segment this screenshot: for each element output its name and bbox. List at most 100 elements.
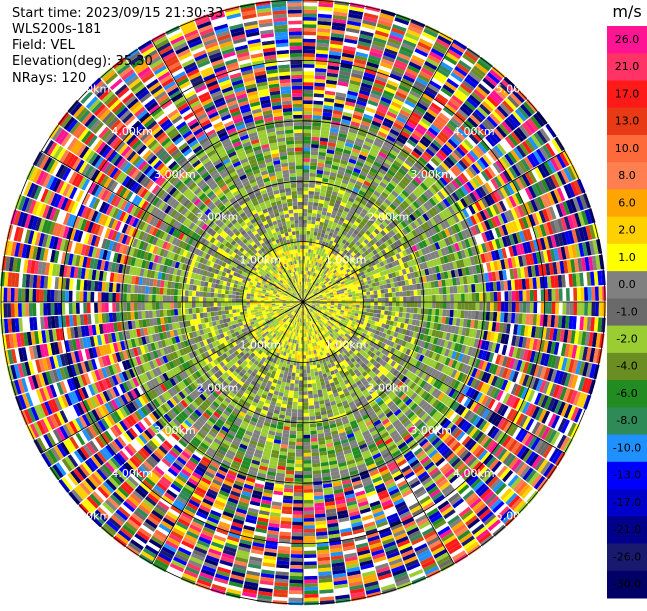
velocity-gate [371,298,375,301]
velocity-gate [304,482,313,486]
velocity-gate [304,529,315,533]
velocity-gate [363,302,367,305]
velocity-gate [384,289,388,293]
velocity-gate [307,256,310,260]
velocity-gate [425,295,429,301]
velocity-gate [312,452,320,456]
velocity-gate [447,294,451,301]
velocity-gate [312,467,320,471]
velocity-gate [312,463,320,467]
velocity-gate [391,287,395,292]
velocity-gate [413,284,417,290]
velocity-gate [389,302,393,306]
velocity-gate [496,281,500,291]
velocity-gate [309,416,315,420]
velocity-gate [348,309,352,312]
velocity-gate [497,292,501,302]
velocity-gate [490,302,494,311]
velocity-gate [305,263,307,267]
velocity-gate [313,202,318,206]
velocity-gate [388,311,392,316]
velocity-gate [303,97,313,101]
velocity-gate [552,289,556,301]
velocity-gate [366,288,370,292]
velocity-gate [465,302,469,310]
velocity-gate [304,558,317,562]
velocity-gate [468,302,472,310]
velocity-gate [416,314,420,320]
velocity-gate [504,291,508,301]
velocity-gate [314,372,318,376]
velocity-gate [442,287,446,294]
velocity-gate [316,177,322,181]
velocity-gate [383,284,387,289]
velocity-gate [303,147,310,151]
velocity-gate [308,205,313,209]
velocity-gate [421,302,425,308]
velocity-gate [570,302,574,315]
velocity-gate [519,302,523,313]
velocity-gate [378,298,382,302]
velocity-gate [559,302,563,315]
velocity-gate [307,369,311,373]
velocity-gate [410,296,414,301]
velocity-gate [307,216,311,220]
velocity-gate [406,307,410,312]
velocity-gate [416,283,420,289]
velocity-gate [303,28,316,32]
velocity-gate [424,308,428,314]
velocity-gate [308,209,313,213]
velocity-gate [409,313,413,319]
velocity-gate [303,194,308,198]
velocity-gate [406,291,410,296]
velocity-gate [374,306,378,310]
velocity-gate [314,495,324,499]
velocity-gate [591,302,595,316]
velocity-gate [307,373,311,377]
velocity-gate [311,137,319,141]
velocity-gate [501,302,505,312]
velocity-gate [303,355,306,359]
velocity-gate [349,299,353,301]
velocity-gate [501,291,505,301]
velocity-gate [428,288,432,294]
velocity-gate [303,46,315,50]
velocity-gate [312,387,317,391]
velocity-gate [303,184,309,188]
velocity-gate [505,302,509,312]
velocity-gate [315,375,319,379]
velocity-gate [341,295,345,297]
velocity-gate [303,231,306,235]
velocity-gate [414,302,418,308]
velocity-gate [381,298,385,302]
velocity-gate [391,311,395,316]
velocity-gate [308,398,313,402]
velocity-gate [471,311,475,319]
velocity-gate [303,118,312,122]
velocity-gate [305,330,307,334]
velocity-gate [303,344,305,348]
velocity-gate [303,104,313,108]
velocity-gate [380,285,384,289]
velocity-gate [303,108,312,112]
velocity-gate [303,216,307,220]
velocity-gate [580,287,584,301]
velocity-gate [303,402,308,406]
velocity-gate [338,306,342,308]
velocity-gate [310,235,314,239]
velocity-gate [381,289,385,293]
velocity-gate [414,308,418,314]
velocity-gate [303,209,307,213]
velocity-gate [304,478,313,482]
velocity-gate [303,359,306,363]
velocity-gate [377,294,381,298]
velocity-gate [365,315,369,319]
velocity-gate [312,209,317,213]
velocity-gate [311,148,319,152]
velocity-gate [309,180,315,184]
velocity-gate [453,310,457,318]
velocity-gate [307,264,309,268]
velocity-gate [406,313,410,319]
velocity-gate [312,133,320,137]
velocity-gate [402,312,406,317]
